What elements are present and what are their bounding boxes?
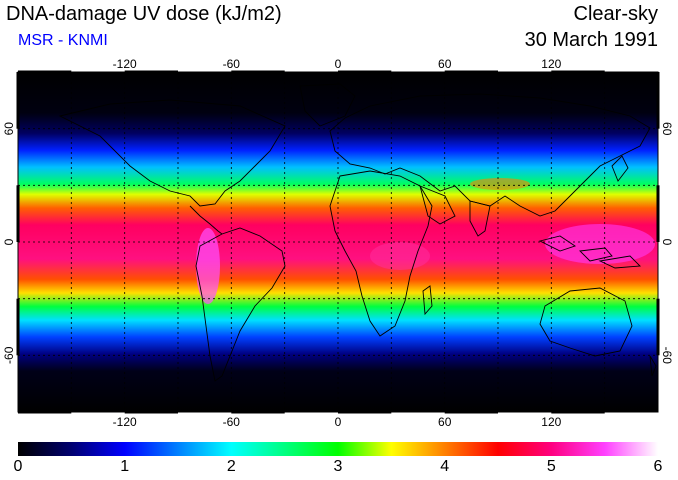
lon-tick-top-5: 120 xyxy=(541,57,561,71)
lon-tick-bottom-5: 120 xyxy=(541,415,561,429)
uv-dose-map: -120 -60 0 60 120 -120 -60 0 60 120 60 0… xyxy=(2,57,674,429)
coastlines xyxy=(58,83,657,382)
lat-tick-right-3: -60 xyxy=(660,347,674,365)
lat-tick-right-1: 60 xyxy=(660,122,674,136)
source-label: MSR - KNMI xyxy=(18,32,108,49)
lon-tick-bottom-2: -60 xyxy=(223,415,241,429)
lon-tick-bottom-1: -120 xyxy=(113,415,137,429)
tibet-high-patch xyxy=(470,178,530,190)
lat-tick-left-3: -60 xyxy=(2,346,16,364)
sky-condition: Clear-sky xyxy=(573,3,658,25)
lon-tick-bottom-4: 60 xyxy=(438,415,452,429)
lon-tick-top-4: 60 xyxy=(438,57,452,71)
colorbar-label-5: 5 xyxy=(546,458,556,475)
colorbar-label-6: 6 xyxy=(653,458,663,475)
africa-peak-patch xyxy=(370,242,430,270)
warm-pool-patch xyxy=(545,224,655,264)
lat-tick-right-2: 0 xyxy=(660,239,674,246)
date-label: 30 March 1991 xyxy=(524,29,658,51)
andes-peak-patch xyxy=(196,228,220,304)
colorbar xyxy=(18,442,658,456)
lat-tick-left-1: 60 xyxy=(2,122,16,136)
gridlines xyxy=(18,72,658,412)
lon-tick-top-3: 0 xyxy=(335,57,342,71)
colorbar-label-2: 2 xyxy=(226,458,236,475)
lon-tick-bottom-3: 0 xyxy=(335,415,342,429)
lon-tick-top-2: -60 xyxy=(223,57,241,71)
colorbar-label-3: 3 xyxy=(333,458,343,475)
lon-tick-top-1: -120 xyxy=(113,57,137,71)
colorbar-label-1: 1 xyxy=(120,458,130,475)
chart-title: DNA-damage UV dose (kJ/m2) xyxy=(6,3,282,25)
lat-tick-left-2: 0 xyxy=(2,238,16,245)
colorbar-label-0: 0 xyxy=(13,458,23,475)
frame-ticks xyxy=(16,70,660,414)
colorbar-label-4: 4 xyxy=(440,458,450,475)
